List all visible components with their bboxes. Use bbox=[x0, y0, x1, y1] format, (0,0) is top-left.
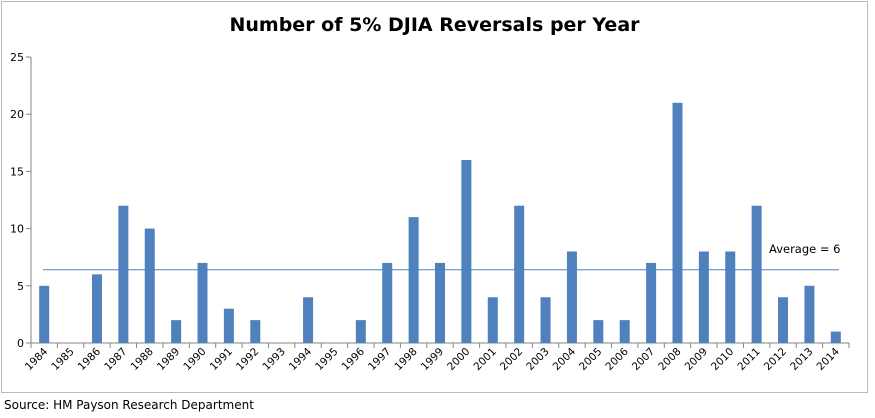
bar-2012 bbox=[778, 297, 789, 343]
x-tick-label: 1991 bbox=[208, 346, 235, 373]
bar-1987 bbox=[118, 205, 129, 343]
bar-1986 bbox=[91, 274, 102, 343]
y-tick-label: 25 bbox=[10, 51, 24, 64]
bar-2009 bbox=[698, 251, 709, 343]
x-tick-label: 2013 bbox=[788, 346, 815, 373]
x-tick-label: 2007 bbox=[630, 346, 657, 373]
bar-1996 bbox=[355, 320, 366, 343]
bars bbox=[39, 102, 841, 343]
average-label: Average = 6 bbox=[769, 242, 841, 256]
bar-2000 bbox=[461, 159, 472, 343]
y-tick-label: 10 bbox=[10, 223, 24, 236]
y-tick-label: 20 bbox=[10, 108, 24, 121]
x-tick-label: 2010 bbox=[709, 346, 736, 373]
bar-1999 bbox=[435, 262, 445, 343]
chart-title: Number of 5% DJIA Reversals per Year bbox=[229, 14, 640, 36]
x-tick-label: 1995 bbox=[313, 346, 340, 373]
x-tick-label: 1989 bbox=[155, 346, 182, 373]
bar-2008 bbox=[672, 102, 683, 343]
x-tick-label: 2006 bbox=[603, 345, 631, 373]
x-tick-label: 2012 bbox=[762, 346, 789, 373]
x-tick-label: 1997 bbox=[366, 346, 393, 373]
x-tick-label: 1990 bbox=[181, 346, 208, 373]
x-tick-label: 1996 bbox=[340, 345, 368, 373]
x-tick-label: 2014 bbox=[815, 345, 843, 373]
bar-2003 bbox=[540, 297, 551, 343]
y-tick-label: 15 bbox=[10, 165, 24, 178]
y-axis: 0 5 10 15 20 25 bbox=[10, 51, 32, 350]
bar-2013 bbox=[804, 285, 815, 343]
bar-1998 bbox=[408, 217, 419, 343]
bar-1989 bbox=[171, 320, 182, 343]
x-tick-label: 1987 bbox=[102, 346, 129, 373]
x-tick-label: 2005 bbox=[577, 346, 604, 373]
x-tick-label: 2001 bbox=[472, 346, 499, 373]
x-tick-label: 1999 bbox=[419, 346, 446, 373]
bar-2014 bbox=[830, 331, 841, 343]
x-tick-label: 1988 bbox=[128, 346, 155, 373]
bar-2001 bbox=[487, 297, 498, 343]
x-tick-label: 1992 bbox=[234, 346, 261, 373]
x-tick-label: 1984 bbox=[23, 345, 51, 373]
y-tick-label: 5 bbox=[17, 280, 24, 293]
bar-2005 bbox=[593, 320, 604, 343]
x-axis: 1984198519861987198819891990199119921993… bbox=[23, 342, 850, 373]
bar-1990 bbox=[197, 262, 208, 343]
bar-2006 bbox=[619, 320, 630, 343]
x-tick-label: 1994 bbox=[287, 345, 315, 373]
bar-2002 bbox=[514, 205, 525, 343]
bar-2007 bbox=[646, 262, 657, 343]
x-tick-label: 1993 bbox=[260, 346, 287, 373]
x-tick-label: 1998 bbox=[392, 346, 419, 373]
x-tick-label: 2004 bbox=[551, 345, 579, 373]
bar-1994 bbox=[303, 297, 314, 343]
source-note: Source: HM Payson Research Department bbox=[4, 398, 254, 412]
average-line-group: Average = 6 bbox=[43, 242, 841, 271]
x-tick-label: 2008 bbox=[656, 346, 683, 373]
y-tick-label: 0 bbox=[17, 337, 24, 350]
bar-1988 bbox=[144, 228, 155, 343]
bar-1992 bbox=[250, 320, 261, 343]
bar-2004 bbox=[566, 251, 577, 343]
x-tick-label: 2002 bbox=[498, 346, 525, 373]
bar-1984 bbox=[39, 285, 50, 343]
bar-2011 bbox=[751, 205, 762, 343]
x-tick-label: 2011 bbox=[735, 346, 762, 373]
x-tick-label: 2003 bbox=[524, 346, 551, 373]
x-tick-label: 1985 bbox=[49, 346, 76, 373]
bar-2010 bbox=[725, 251, 736, 343]
x-tick-label: 2000 bbox=[445, 346, 472, 373]
x-tick-label: 2009 bbox=[683, 346, 710, 373]
x-tick-label: 1986 bbox=[76, 345, 104, 373]
bar-1991 bbox=[223, 308, 234, 343]
bar-1997 bbox=[382, 262, 393, 343]
